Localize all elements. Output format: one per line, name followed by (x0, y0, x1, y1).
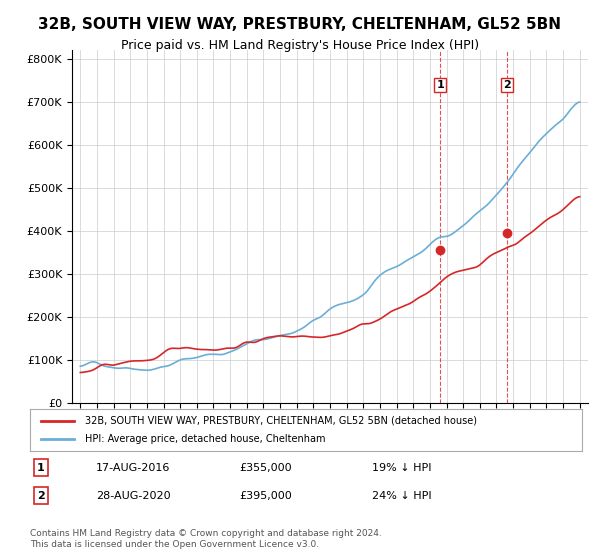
Text: £395,000: £395,000 (240, 491, 293, 501)
Text: 32B, SOUTH VIEW WAY, PRESTBURY, CHELTENHAM, GL52 5BN (detached house): 32B, SOUTH VIEW WAY, PRESTBURY, CHELTENH… (85, 416, 477, 426)
Text: Price paid vs. HM Land Registry's House Price Index (HPI): Price paid vs. HM Land Registry's House … (121, 39, 479, 52)
Text: 24% ↓ HPI: 24% ↓ HPI (372, 491, 432, 501)
Text: 1: 1 (37, 463, 45, 473)
Text: 17-AUG-2016: 17-AUG-2016 (96, 463, 170, 473)
Text: Contains HM Land Registry data © Crown copyright and database right 2024.
This d: Contains HM Land Registry data © Crown c… (30, 529, 382, 549)
Text: 2: 2 (503, 80, 511, 90)
Text: 1: 1 (436, 80, 444, 90)
Text: 19% ↓ HPI: 19% ↓ HPI (372, 463, 432, 473)
Text: HPI: Average price, detached house, Cheltenham: HPI: Average price, detached house, Chel… (85, 434, 326, 444)
Text: 28-AUG-2020: 28-AUG-2020 (96, 491, 171, 501)
Text: 32B, SOUTH VIEW WAY, PRESTBURY, CHELTENHAM, GL52 5BN: 32B, SOUTH VIEW WAY, PRESTBURY, CHELTENH… (38, 17, 562, 32)
Text: £355,000: £355,000 (240, 463, 292, 473)
Text: 2: 2 (37, 491, 45, 501)
